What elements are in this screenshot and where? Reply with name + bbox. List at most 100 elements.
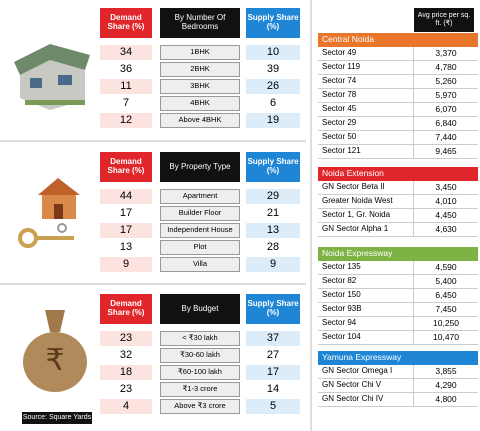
supply-cell: 5 <box>246 399 300 414</box>
demand-cell: 17 <box>100 223 152 238</box>
source: Source: Square Yards <box>22 412 92 424</box>
key-house-image <box>18 178 80 248</box>
sector-cell: Sector 74 <box>318 75 413 89</box>
supply-cell: 6 <box>246 96 300 111</box>
demand-header: Demand Share (%) <box>100 152 152 182</box>
price-cell: 6,450 <box>413 289 478 303</box>
supply-cell: 19 <box>246 113 300 128</box>
category-cell: Above ₹3 crore <box>160 399 240 414</box>
sector-cell: Sector 104 <box>318 331 413 345</box>
price-cell: 4,630 <box>413 223 478 237</box>
category-cell: Villa <box>160 257 240 272</box>
region-header: Yamuna Expressway <box>318 351 478 365</box>
demand-header: Demand Share (%) <box>100 8 152 38</box>
demand-cell: 34 <box>100 45 152 60</box>
demand-cell: 9 <box>100 257 152 272</box>
supply-cell: 26 <box>246 79 300 94</box>
price-cell: 5,260 <box>413 75 478 89</box>
price-cell: 3,450 <box>413 181 478 195</box>
category-cell: < ₹30 lakh <box>160 331 240 346</box>
category-header: By Number Of Bedrooms <box>160 8 240 38</box>
sector-cell: Sector 150 <box>318 289 413 303</box>
sector-cell: Sector 45 <box>318 103 413 117</box>
demand-cell: 12 <box>100 113 152 128</box>
sector-cell: GN Sector Alpha 1 <box>318 223 413 237</box>
sector-cell: GN Sector Chi IV <box>318 393 413 407</box>
supply-cell: 28 <box>246 240 300 255</box>
demand-cell: 17 <box>100 206 152 221</box>
sector-cell: Sector 94 <box>318 317 413 331</box>
price-cell: 3,855 <box>413 365 478 379</box>
sector-cell: GN Sector Beta II <box>318 181 413 195</box>
price-cell: 4,290 <box>413 379 478 393</box>
category-cell: ₹1-3 crore <box>160 382 240 397</box>
sector-cell: Sector 49 <box>318 47 413 61</box>
price-cell: 4,010 <box>413 195 478 209</box>
price-cell: 5,400 <box>413 275 478 289</box>
sector-cell: Sector 1, Gr. Noida <box>318 209 413 223</box>
category-cell: 1BHK <box>160 45 240 60</box>
demand-cell: 4 <box>100 399 152 414</box>
sector-cell: Greater Noida West <box>318 195 413 209</box>
supply-cell: 17 <box>246 365 300 380</box>
svg-text:₹: ₹ <box>45 344 64 377</box>
supply-cell: 14 <box>246 382 300 397</box>
supply-cell: 39 <box>246 62 300 77</box>
sector-cell: GN Sector Omega I <box>318 365 413 379</box>
sector-cell: GN Sector Chi V <box>318 379 413 393</box>
supply-cell: 10 <box>246 45 300 60</box>
demand-cell: 23 <box>100 331 152 346</box>
category-header: By Budget <box>160 294 240 324</box>
demand-cell: 44 <box>100 189 152 204</box>
supply-cell: 37 <box>246 331 300 346</box>
category-cell: ₹30-60 lakh <box>160 348 240 363</box>
category-cell: Builder Floor <box>160 206 240 221</box>
category-cell: 4BHK <box>160 96 240 111</box>
sector-cell: Sector 82 <box>318 275 413 289</box>
supply-header: Supply Share (%) <box>246 8 300 38</box>
house-image <box>14 44 90 110</box>
sector-cell: Sector 93B <box>318 303 413 317</box>
price-cell: 9,465 <box>413 145 478 159</box>
price-cell: 7,450 <box>413 303 478 317</box>
sector-cell: Sector 119 <box>318 61 413 75</box>
price-cell: 6,840 <box>413 117 478 131</box>
supply-cell: 27 <box>246 348 300 363</box>
category-cell: ₹60-100 lakh <box>160 365 240 380</box>
category-cell: Above 4BHK <box>160 113 240 128</box>
demand-cell: 11 <box>100 79 152 94</box>
region-header: Central Noida <box>318 33 478 47</box>
price-cell: 6,070 <box>413 103 478 117</box>
supply-header: Supply Share (%) <box>246 294 300 324</box>
category-cell: 3BHK <box>160 79 240 94</box>
category-cell: Plot <box>160 240 240 255</box>
sector-cell: Sector 135 <box>318 261 413 275</box>
category-cell: Independent House <box>160 223 240 238</box>
price-cell: 5,970 <box>413 89 478 103</box>
demand-cell: 7 <box>100 96 152 111</box>
supply-cell: 29 <box>246 189 300 204</box>
supply-cell: 13 <box>246 223 300 238</box>
price-cell: 4,780 <box>413 61 478 75</box>
supply-cell: 9 <box>246 257 300 272</box>
sector-cell: Sector 29 <box>318 117 413 131</box>
sector-cell: Sector 121 <box>318 145 413 159</box>
supply-cell: 21 <box>246 206 300 221</box>
demand-header: Demand Share (%) <box>100 294 152 324</box>
demand-cell: 23 <box>100 382 152 397</box>
price-cell: 3,370 <box>413 47 478 61</box>
demand-cell: 36 <box>100 62 152 77</box>
demand-cell: 32 <box>100 348 152 363</box>
price-cell: 10,470 <box>413 331 478 345</box>
demand-cell: 13 <box>100 240 152 255</box>
demand-cell: 18 <box>100 365 152 380</box>
money-bag-image: ₹ <box>23 310 87 392</box>
region-header: Noida Extension <box>318 167 478 181</box>
supply-header: Supply Share (%) <box>246 152 300 182</box>
sector-cell: Sector 78 <box>318 89 413 103</box>
price-cell: 10,250 <box>413 317 478 331</box>
price-cell: 4,800 <box>413 393 478 407</box>
category-header: By Property Type <box>160 152 240 182</box>
